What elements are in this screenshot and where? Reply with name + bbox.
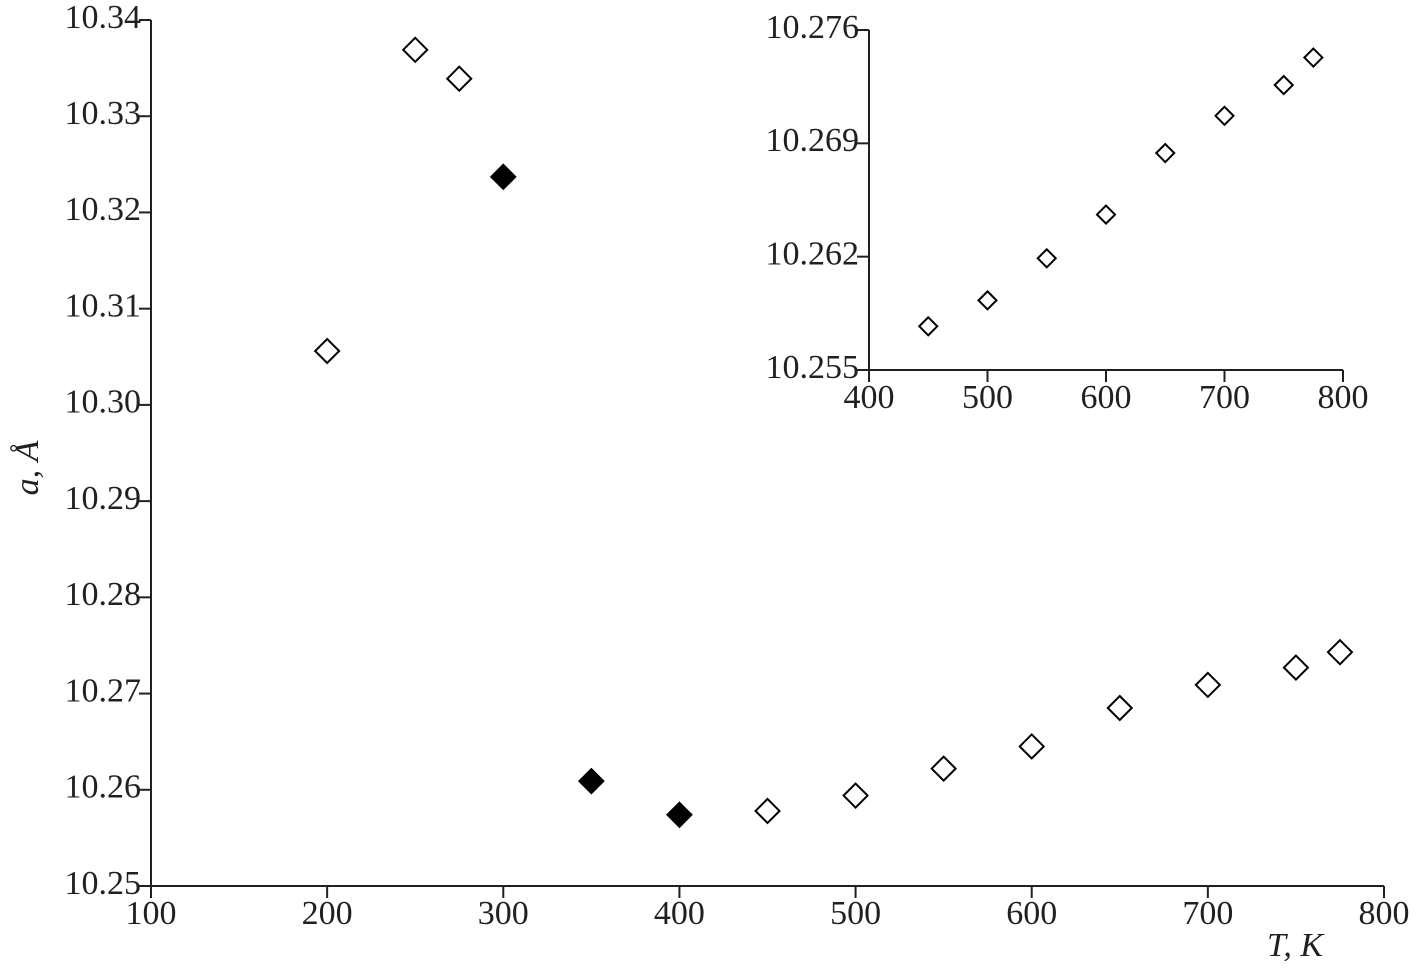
y-tick-label: 10.34 <box>65 0 142 36</box>
y-tick-label: 10.255 <box>766 349 860 386</box>
y-tick-label: 10.27 <box>65 672 142 709</box>
y-tick-label: 10.262 <box>766 235 860 272</box>
data-point <box>1282 654 1310 681</box>
x-tick-label: 700 <box>1199 379 1250 416</box>
x-tick-label: 200 <box>302 895 353 932</box>
y-tick-label: 10.33 <box>65 95 142 132</box>
data-point <box>1095 204 1117 225</box>
y-tick-label: 10.31 <box>65 287 142 324</box>
y-tick-label: 10.269 <box>766 122 860 159</box>
x-tick-label: 500 <box>830 895 881 932</box>
data-point <box>401 36 429 64</box>
data-point <box>445 65 473 93</box>
x-tick-label: 400 <box>654 895 705 932</box>
data-point <box>313 337 341 365</box>
data-point <box>1302 47 1324 68</box>
data-point <box>1154 142 1176 164</box>
x-tick-label: 400 <box>844 379 895 416</box>
x-tick-label: 600 <box>1006 895 1057 932</box>
data-point <box>489 163 517 191</box>
data-point <box>666 801 693 829</box>
y-tick-label: 10.26 <box>65 769 142 806</box>
data-point <box>577 767 605 795</box>
y-tick-label: 10.29 <box>65 480 142 517</box>
x-tick-label: 800 <box>1359 895 1410 932</box>
x-tick-label: 600 <box>1081 379 1132 416</box>
data-point <box>1106 694 1134 722</box>
x-tick-label: 300 <box>478 895 529 932</box>
x-tick-label: 100 <box>126 895 177 932</box>
data-point <box>930 755 958 783</box>
x-tick-label: 500 <box>962 379 1013 416</box>
data-point <box>1018 733 1046 760</box>
x-tick-label: 800 <box>1318 379 1369 416</box>
y-tick-label: 10.28 <box>65 576 142 613</box>
x-tick-label: 700 <box>1182 895 1233 932</box>
data-point <box>1326 638 1354 666</box>
y-tick-label: 10.276 <box>766 9 860 46</box>
data-point <box>1036 247 1058 269</box>
data-point <box>1273 74 1295 96</box>
x-axis-label: T, K <box>1267 927 1325 964</box>
y-tick-label: 10.30 <box>65 384 142 421</box>
data-point <box>977 289 998 311</box>
y-tick-label: 10.32 <box>65 191 142 228</box>
data-point <box>754 797 781 825</box>
data-point <box>1194 671 1222 699</box>
y-tick-label: 10.25 <box>65 865 142 902</box>
data-point <box>842 782 869 809</box>
data-point <box>917 315 939 337</box>
y-axis-label: a, Å <box>9 440 46 495</box>
data-point <box>1214 105 1235 127</box>
